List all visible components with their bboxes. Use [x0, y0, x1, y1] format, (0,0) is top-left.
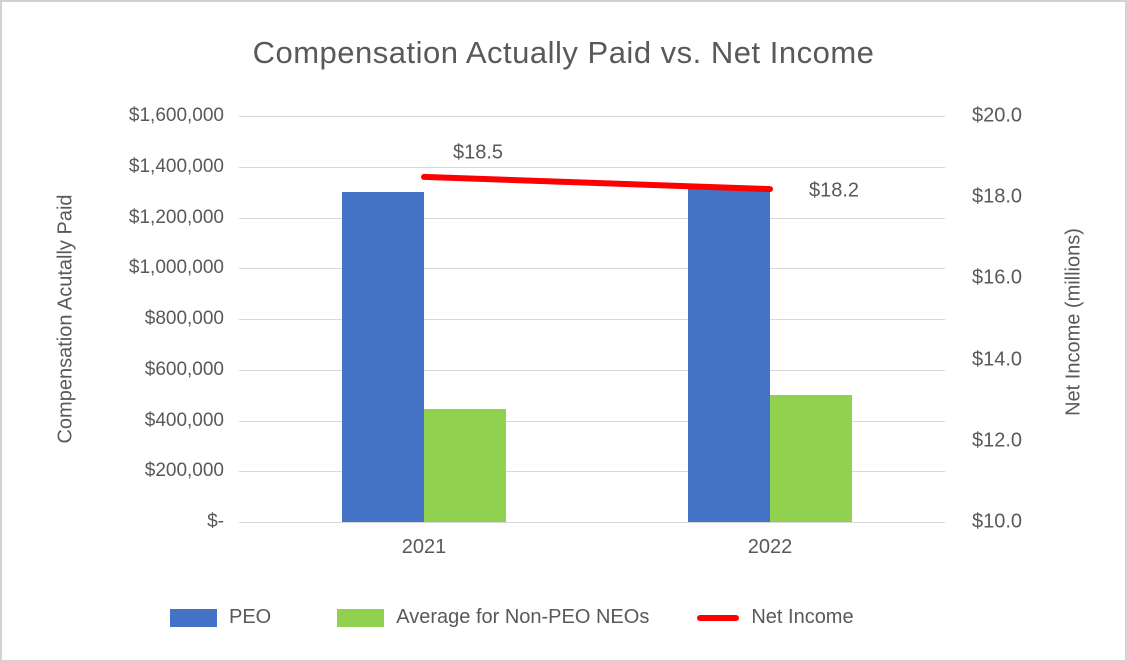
legend: PEO Average for Non-PEO NEOs Net Income — [170, 606, 854, 629]
right-axis-tick-label: $20.0 — [972, 104, 1023, 127]
peo-swatch — [170, 608, 217, 627]
bar-non-peo-neos-2022 — [770, 395, 852, 522]
left-axis-tick-label: $- — [207, 511, 224, 532]
bar-non-peo-neos-2021 — [424, 409, 506, 522]
gridline — [239, 522, 945, 523]
bar-peo-2022 — [688, 187, 770, 522]
gridline — [239, 116, 945, 117]
gridline — [239, 369, 945, 371]
legend-item-non-peo-neos: Average for Non-PEO NEOs — [337, 606, 649, 629]
gridline — [239, 420, 945, 422]
x-axis-label-2021: 2021 — [401, 536, 447, 558]
net-income-data-label: $18.2 — [808, 179, 860, 202]
left-axis-tick-label: $1,200,000 — [128, 206, 224, 228]
gridline — [239, 217, 945, 219]
gridline — [239, 268, 945, 270]
right-axis-tick-label: $16.0 — [972, 266, 1023, 289]
left-axis-tick-label: $1,400,000 — [128, 155, 224, 177]
bar-peo-2021 — [342, 192, 424, 522]
legend-item-net-income: Net Income — [697, 606, 854, 629]
right-axis-tick-label: $12.0 — [972, 429, 1023, 452]
left-axis-tick-label: $800,000 — [144, 308, 224, 329]
left-axis-tick-label: $400,000 — [144, 409, 224, 431]
x-axis-label-2022: 2022 — [747, 536, 793, 558]
right-axis-tick-label: $10.0 — [972, 510, 1023, 533]
legend-label-non-peo-neos: Average for Non-PEO NEOs — [396, 606, 650, 628]
left-axis-tick-label: $1,000,000 — [128, 257, 224, 279]
gridline — [239, 319, 945, 320]
gridline — [239, 471, 945, 473]
non-peo-neos-swatch — [337, 608, 385, 627]
net-income-data-label: $18.5 — [452, 141, 504, 164]
right-axis-title: Net Income (millions) — [1062, 228, 1085, 416]
left-axis-tick-label: $1,600,000 — [128, 105, 224, 126]
legend-label-net-income: Net Income — [751, 606, 854, 628]
right-axis-tick-label: $18.0 — [972, 185, 1023, 208]
legend-item-peo: PEO — [170, 606, 271, 629]
gridline — [239, 166, 945, 168]
left-axis-tick-label: $200,000 — [144, 460, 224, 482]
left-axis-tick-label: $600,000 — [144, 358, 224, 380]
legend-label-peo: PEO — [229, 606, 272, 628]
net-income-line-swatch — [697, 614, 740, 621]
chart-title: Compensation Actually Paid vs. Net Incom… — [252, 35, 875, 70]
right-axis-tick-label: $14.0 — [972, 348, 1023, 371]
